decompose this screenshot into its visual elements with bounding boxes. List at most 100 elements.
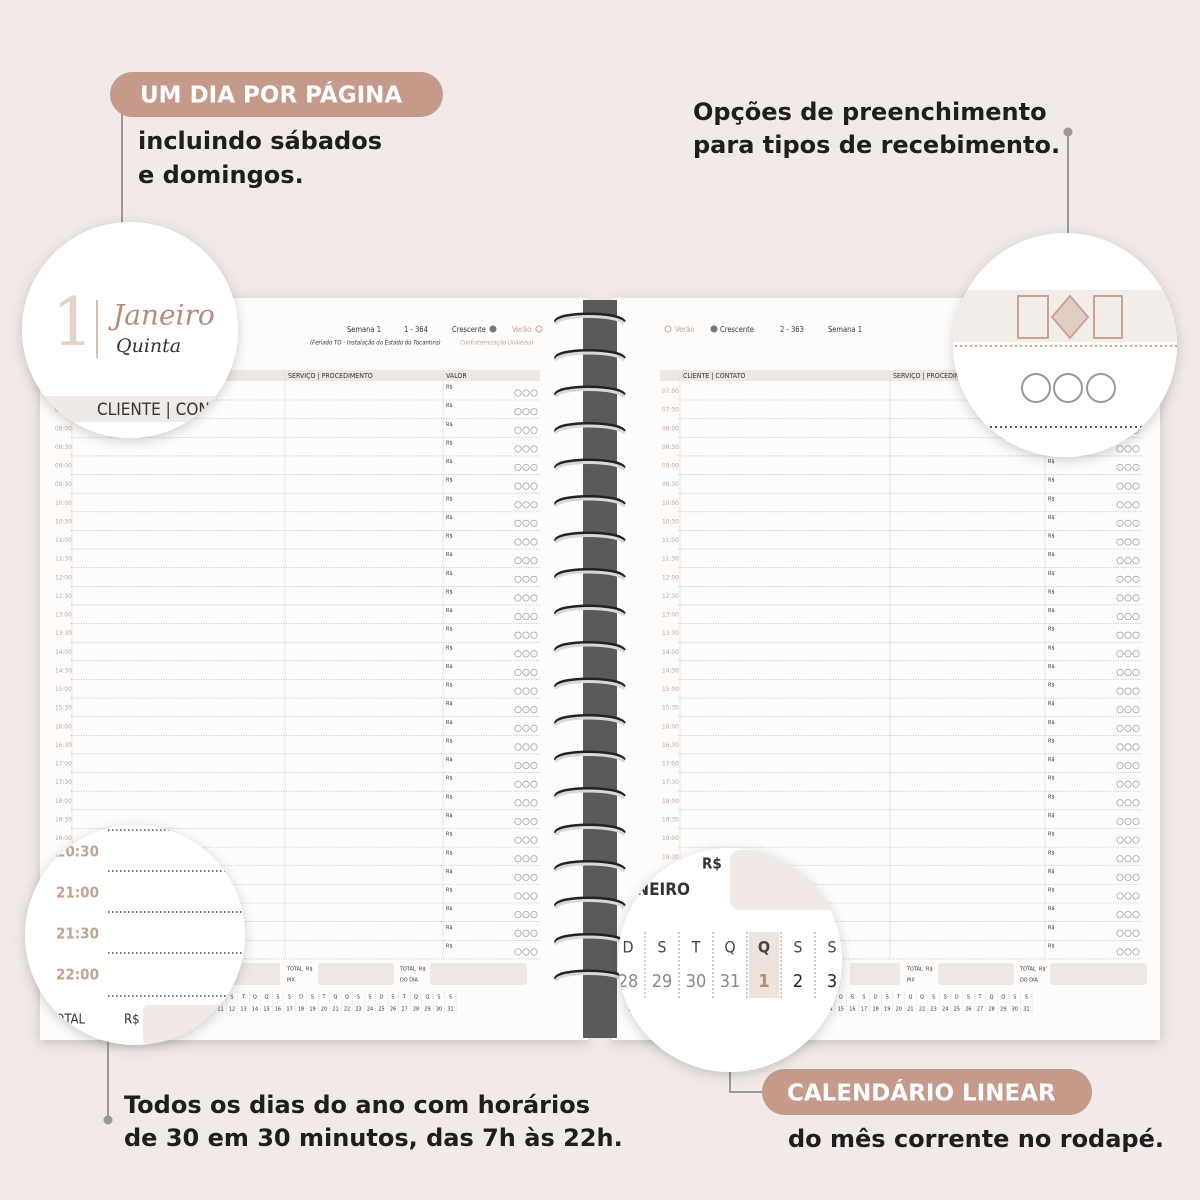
payment-option — [514, 873, 522, 881]
sun-icon — [664, 325, 672, 333]
time-label: 22:00 — [56, 966, 99, 984]
payment-option — [530, 575, 538, 583]
payment-option — [1132, 575, 1140, 583]
calendar-weekday: T — [691, 938, 701, 957]
payment-option — [1132, 836, 1140, 844]
calendar-weekday: Q — [758, 938, 770, 957]
payment-option — [1132, 762, 1140, 770]
payment-option — [1116, 799, 1124, 807]
currency-label: R$ — [446, 943, 453, 949]
payment-option — [530, 557, 538, 565]
payment-option — [514, 948, 522, 956]
payment-option — [522, 743, 530, 751]
zoom-content — [953, 290, 1177, 428]
currency-label: R$ — [446, 738, 453, 744]
time-label: 14:00 — [662, 648, 679, 656]
calendar-weekday: S — [1025, 995, 1028, 1001]
calendar-weekday: S — [449, 995, 452, 1001]
currency-label: R$ — [1048, 850, 1055, 856]
payment-option — [1116, 817, 1124, 826]
calendar-day: 15 — [838, 1007, 844, 1013]
payment-option — [530, 911, 538, 919]
weekday-name: Quinta — [116, 335, 181, 357]
payment-option — [530, 743, 538, 751]
payment-option — [514, 557, 522, 565]
ring-back — [554, 750, 626, 762]
footer-label: PIX — [907, 978, 915, 984]
time-label: 16:00 — [662, 722, 679, 730]
currency-label: R$ — [446, 608, 453, 614]
payment-option — [1132, 519, 1140, 527]
calendar-day: 18 — [298, 1007, 304, 1013]
currency-label: R$ — [446, 925, 453, 931]
footer-box — [430, 963, 527, 985]
time-label: 17:00 — [55, 760, 72, 768]
ring — [554, 388, 626, 399]
payment-option — [1124, 948, 1132, 956]
ring — [554, 680, 626, 691]
footer-currency: R$ — [306, 967, 313, 973]
payment-option — [514, 743, 522, 751]
calendar-weekday: D — [874, 995, 878, 1001]
currency-label: R$ — [1048, 608, 1055, 614]
season: Verão — [675, 325, 694, 334]
payment-option — [1124, 575, 1132, 583]
ring-back — [554, 787, 626, 798]
payment-option — [1124, 706, 1132, 714]
payment-option — [1116, 631, 1124, 639]
currency-label: R$ — [446, 794, 453, 800]
currency-label: R$ — [1048, 645, 1055, 651]
callout-text: e domingos. — [138, 161, 304, 189]
payment-option — [1124, 799, 1132, 807]
payment-option — [522, 575, 530, 583]
currency-label: R$ — [702, 855, 722, 873]
time-label: 07:00 — [662, 387, 679, 395]
connector-dot — [1063, 127, 1073, 137]
time-label: 15:30 — [55, 704, 72, 712]
calendar-weekday: Q — [724, 938, 735, 957]
payment-option — [1124, 501, 1132, 509]
payment-option — [530, 650, 538, 658]
time-label: 15:00 — [662, 685, 679, 693]
payment-option — [530, 594, 538, 602]
calendar-day: 24 — [942, 1007, 948, 1013]
time-label: 18:00 — [662, 797, 679, 805]
calendar-weekday: S — [944, 995, 947, 1001]
payment-option — [1116, 575, 1124, 583]
payment-option — [1132, 929, 1140, 937]
calendar-day: 20 — [896, 1007, 902, 1013]
payment-option — [1124, 743, 1132, 751]
payment-option — [1124, 613, 1132, 621]
column-header: SERVIÇO | PROCEDIMENTO — [288, 372, 373, 380]
currency-label: R$ — [446, 832, 453, 838]
callout-title: UM DIA POR PÁGINA — [140, 81, 402, 109]
payment-option — [1132, 948, 1140, 956]
calendar-day: 16 — [275, 1007, 281, 1013]
currency-label: R$ — [1048, 738, 1055, 744]
payment-option — [1124, 780, 1132, 788]
calendar-weekday: S — [230, 995, 233, 1001]
calendar-day: 29 — [1000, 1007, 1006, 1013]
payment-option — [1116, 780, 1124, 788]
ring — [554, 862, 626, 873]
payment-option — [1021, 373, 1051, 403]
calendar-weekday: D — [622, 938, 633, 957]
payment-option — [522, 855, 530, 863]
payment-option — [1116, 948, 1124, 956]
payment-option — [522, 817, 530, 826]
payment-option — [522, 538, 530, 546]
footer-label: PIX — [287, 978, 295, 984]
currency-label: R$ — [446, 589, 453, 595]
ring-back — [554, 641, 626, 652]
currency-label: R$ — [1048, 515, 1055, 521]
payment-option — [514, 463, 522, 472]
footer-currency: R$ — [926, 967, 933, 973]
currency-label: R$ — [446, 440, 453, 446]
ring — [554, 570, 626, 581]
time-label: 14:30 — [55, 666, 72, 674]
calendar-day: 27 — [401, 1007, 407, 1013]
time-label: 09:00 — [55, 462, 72, 470]
payment-option — [530, 724, 538, 732]
payment-option — [1116, 445, 1124, 453]
time-label: 19:00 — [662, 834, 679, 842]
